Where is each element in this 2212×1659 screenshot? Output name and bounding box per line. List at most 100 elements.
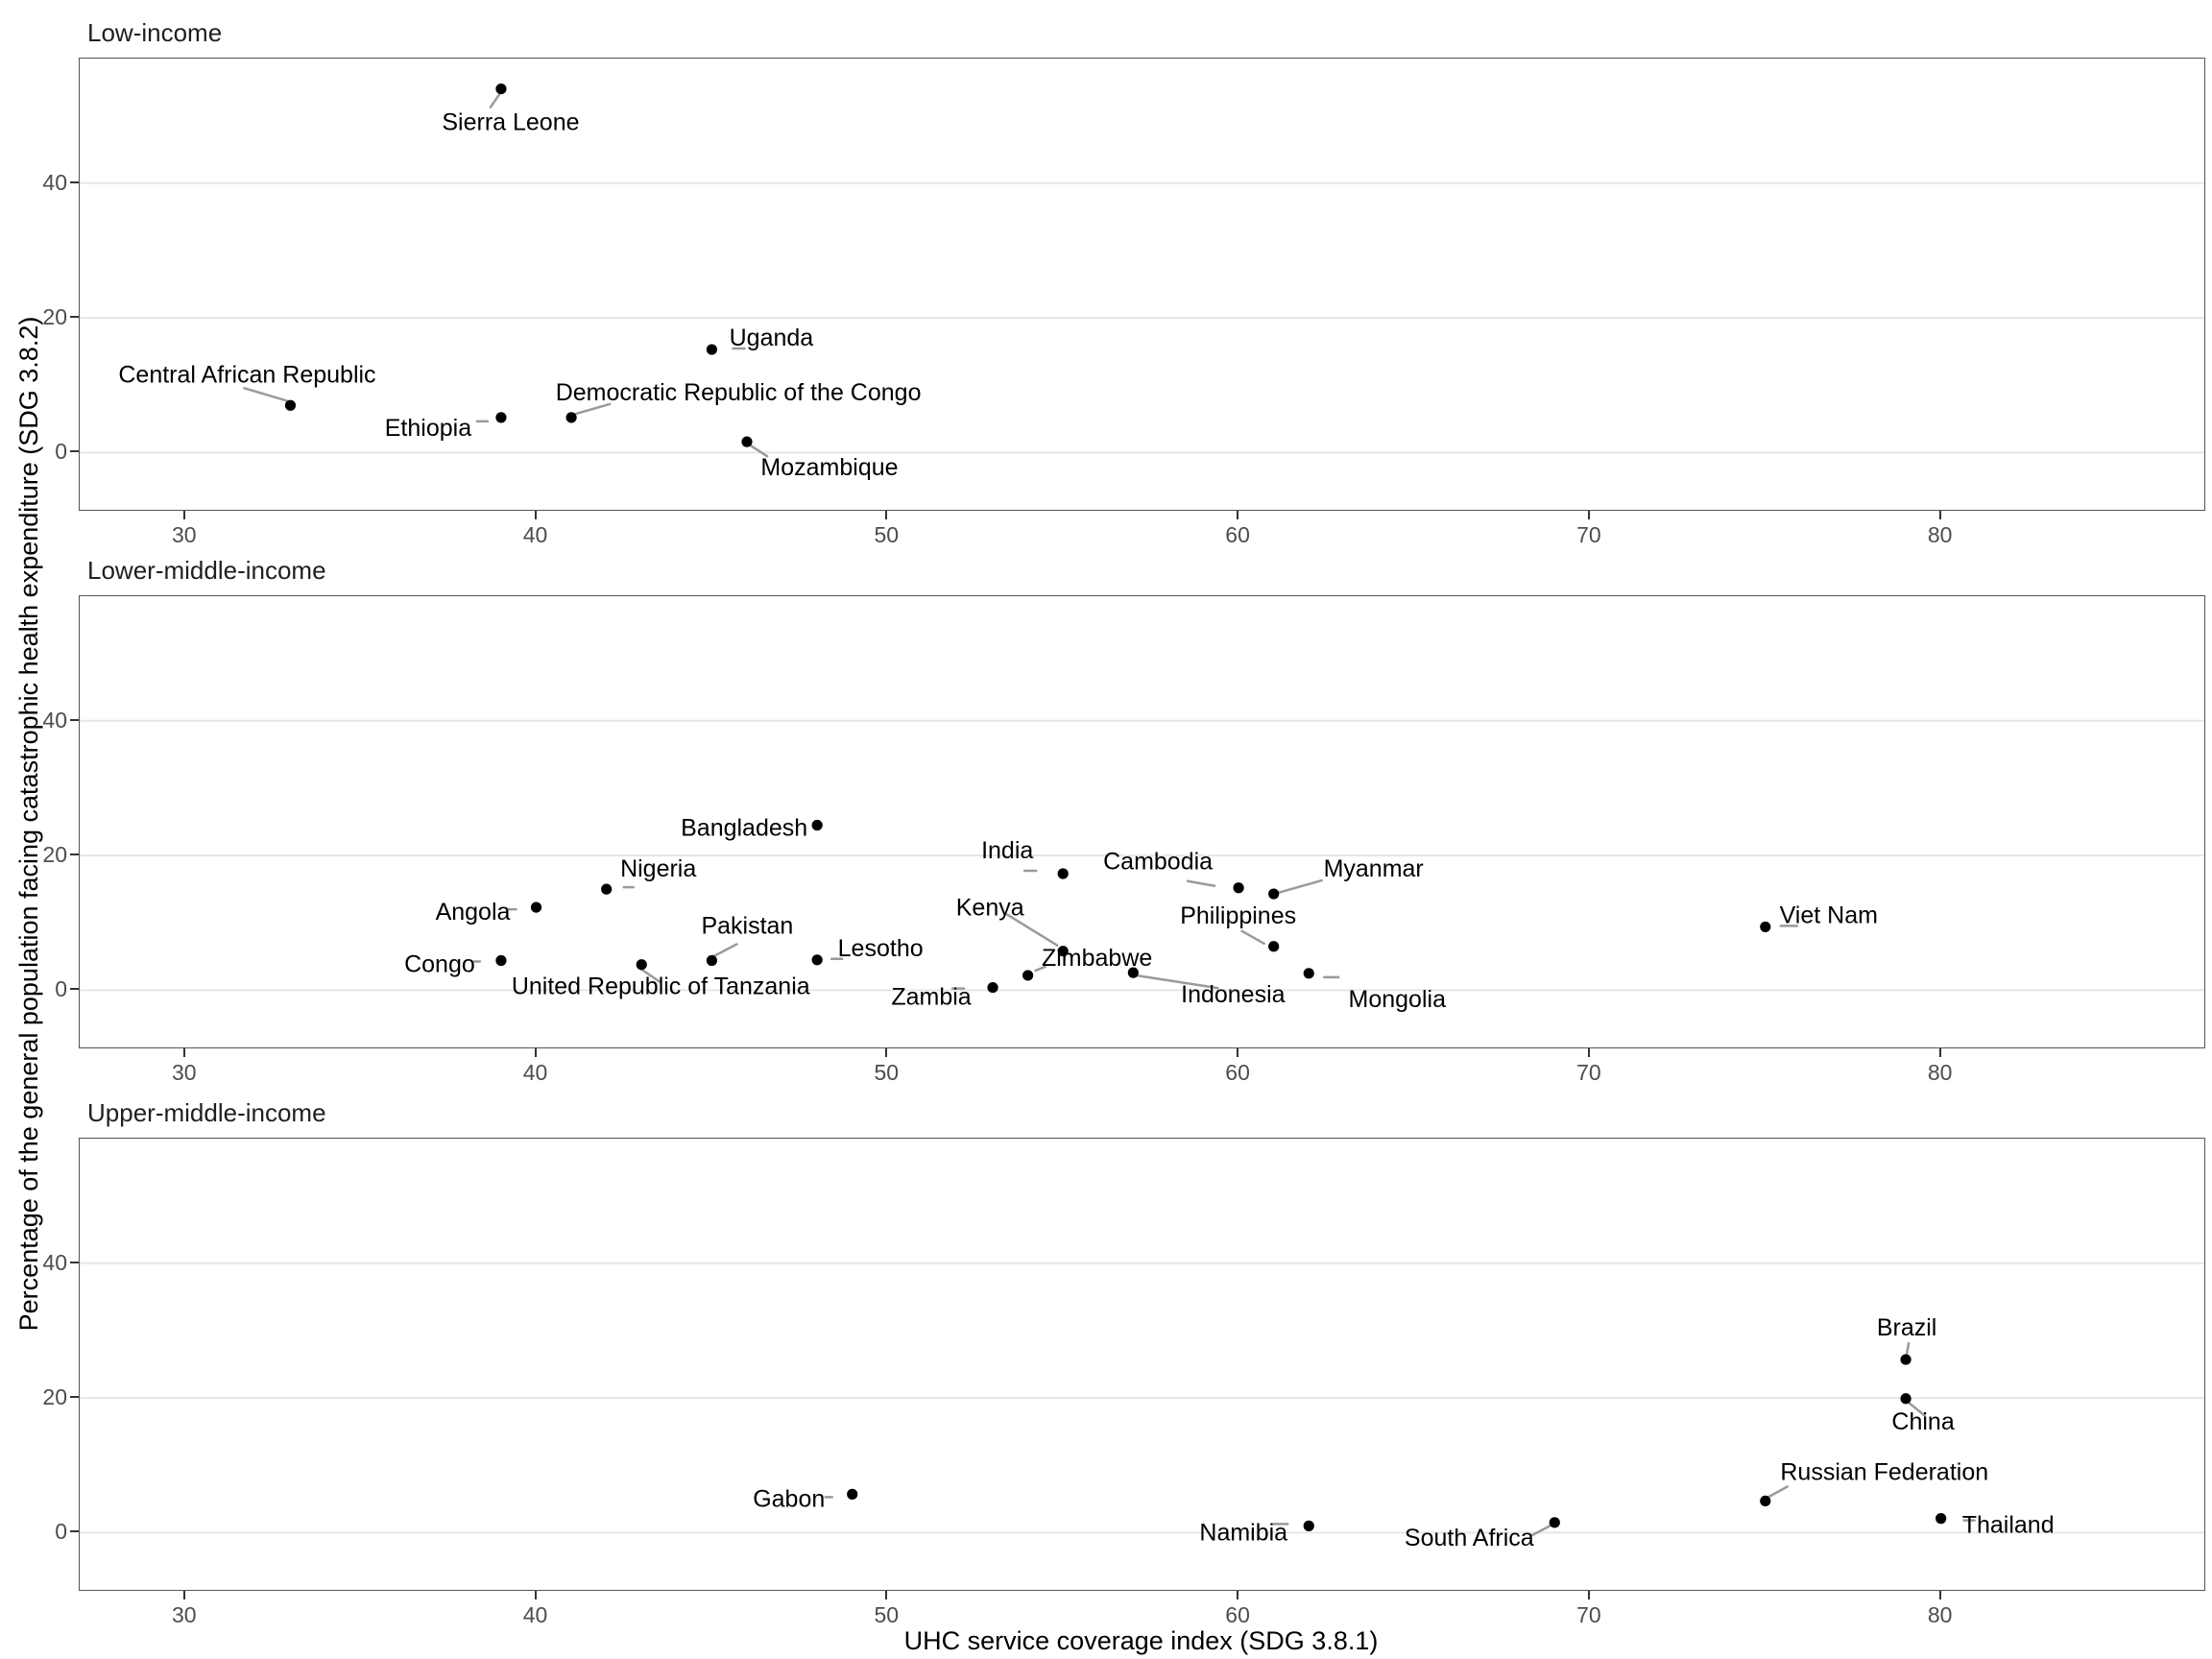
x-tick-label: 80 xyxy=(1927,1602,1953,1627)
leader-line xyxy=(489,93,501,108)
data-point xyxy=(1268,888,1280,900)
x-tick-mark xyxy=(885,1047,888,1057)
y-tick-mark xyxy=(70,988,79,991)
x-tick-label: 60 xyxy=(1225,1060,1250,1085)
x-tick-label: 40 xyxy=(522,1602,548,1627)
y-tick-label: 0 xyxy=(55,1519,67,1545)
y-tick-label: 20 xyxy=(42,842,67,868)
point-label: Philippines xyxy=(1180,902,1296,929)
x-axis-title: UHC service coverage index (SDG 3.8.1) xyxy=(903,1626,1379,1655)
x-tick-mark xyxy=(534,1047,537,1057)
data-point xyxy=(811,954,823,966)
x-tick-mark xyxy=(1938,1047,1941,1057)
facet-panel-low-income: Sierra Leone Uganda Central African Republ… xyxy=(79,58,2205,511)
facet-title: Low-income xyxy=(87,18,223,47)
y-tick-mark xyxy=(70,718,79,721)
point-label: United Republic of Tanzania xyxy=(512,974,810,1000)
y-tick-mark xyxy=(70,316,79,319)
leader-line xyxy=(711,943,738,958)
facet-title: Upper-middle-income xyxy=(87,1098,326,1127)
x-tick-mark xyxy=(1938,510,1941,519)
data-point xyxy=(284,399,297,411)
scatter-plot-canvas: Gabon Namibia South Africa Russian Federati… xyxy=(80,1262,2204,1551)
x-tick-label: 30 xyxy=(171,522,197,547)
point-label: Nigeria xyxy=(620,855,696,882)
data-point xyxy=(1900,1354,1911,1365)
y-tick-label: 40 xyxy=(42,707,67,733)
y-tick-label: 20 xyxy=(42,304,67,330)
x-tick-mark xyxy=(182,510,185,519)
x-tick-label: 30 xyxy=(171,1602,197,1627)
scatter-plot-canvas: Sierra Leone Uganda Central African Republ… xyxy=(80,83,2204,481)
leader-line xyxy=(1186,879,1216,887)
y-tick-label: 20 xyxy=(42,1384,67,1410)
x-tick-mark xyxy=(182,1047,185,1057)
scatter-plot-canvas: Congo Angola Nigeria United Republic of Tan… xyxy=(80,719,2204,1013)
x-tick-label: 50 xyxy=(874,1602,900,1627)
point-label: Mozambique xyxy=(760,454,898,481)
data-point xyxy=(495,412,507,423)
point-label: Russian Federation xyxy=(1780,1458,1988,1485)
data-point xyxy=(1127,967,1139,978)
point-label: Kenya xyxy=(956,895,1024,922)
leader-line xyxy=(1531,1524,1552,1537)
leader-line xyxy=(749,444,769,458)
data-point xyxy=(1057,946,1069,957)
point-label: Democratic Republic of the Congo xyxy=(556,379,922,406)
data-point xyxy=(811,819,823,831)
point-label: China xyxy=(1891,1408,1954,1435)
x-tick-mark xyxy=(534,510,537,519)
point-label: Congo xyxy=(404,951,475,978)
data-point xyxy=(706,954,718,967)
data-point xyxy=(495,954,507,967)
data-point xyxy=(495,83,507,95)
point-label: Indonesia xyxy=(1181,981,1286,1008)
point-label: Pakistan xyxy=(701,913,793,940)
y-tick-label: 0 xyxy=(55,439,67,465)
y-tick-mark xyxy=(70,180,79,183)
leader-line xyxy=(1136,974,1219,990)
point-label: Ethiopia xyxy=(385,415,471,442)
x-tick-label: 70 xyxy=(1576,1602,1601,1627)
facet-title: Lower-middle-income xyxy=(87,556,326,585)
point-label: Gabon xyxy=(753,1485,825,1512)
x-tick-label: 80 xyxy=(1927,1060,1953,1085)
y-tick-mark xyxy=(70,854,79,856)
point-label: Namibia xyxy=(1199,1519,1287,1546)
leader-line xyxy=(1908,1402,1927,1418)
x-tick-mark xyxy=(1237,510,1239,519)
x-tick-mark xyxy=(1237,1590,1239,1599)
point-label: Myanmar xyxy=(1324,855,1424,882)
data-point xyxy=(1760,1495,1771,1507)
point-label: Cambodia xyxy=(1103,849,1213,876)
x-tick-mark xyxy=(182,1590,185,1599)
point-label: Uganda xyxy=(730,325,814,351)
point-label: Angola xyxy=(436,899,511,926)
x-tick-mark xyxy=(534,1590,537,1599)
x-tick-mark xyxy=(1237,1047,1239,1057)
data-point xyxy=(847,1488,858,1500)
x-tick-mark xyxy=(885,1590,888,1599)
point-label: India xyxy=(981,837,1033,864)
x-tick-label: 40 xyxy=(522,522,548,547)
data-point xyxy=(706,344,718,355)
point-label: Brazil xyxy=(1877,1314,1937,1341)
data-point xyxy=(1549,1517,1560,1528)
x-tick-mark xyxy=(1587,510,1590,519)
x-tick-label: 50 xyxy=(874,522,900,547)
x-tick-mark xyxy=(1938,1590,1941,1599)
leader-line xyxy=(1005,913,1059,947)
data-point xyxy=(565,412,577,423)
facet-panel-lower-middle-income: Congo Angola Nigeria United Republic of Tan… xyxy=(79,595,2205,1048)
data-point xyxy=(1303,1520,1314,1531)
data-point xyxy=(601,883,613,895)
y-tick-label: 40 xyxy=(42,1249,67,1275)
point-label: Viet Nam xyxy=(1780,902,1878,928)
leader-line xyxy=(1240,929,1265,946)
y-tick-mark xyxy=(70,1261,79,1263)
x-tick-label: 40 xyxy=(522,1060,548,1085)
data-point xyxy=(1268,941,1280,952)
point-label: Zimbabwe xyxy=(1042,945,1152,972)
data-point xyxy=(1022,970,1034,981)
